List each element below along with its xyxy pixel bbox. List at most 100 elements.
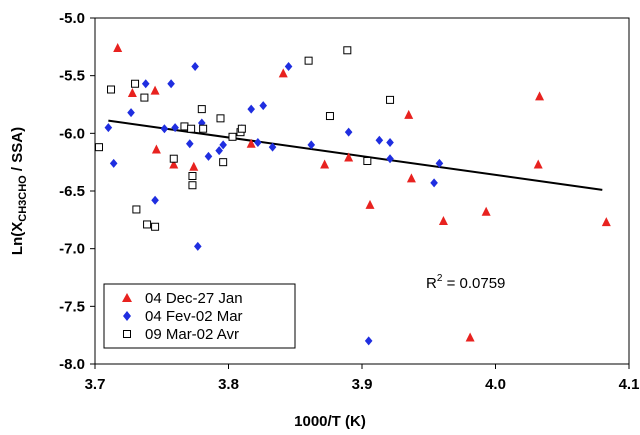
triangle-marker <box>406 173 416 183</box>
legend-label-2: 04 Fev-02 Mar <box>145 308 243 325</box>
r-squared-value: = 0.0759 <box>442 275 505 292</box>
y-axis: -5.0 -5.5 -6.0 -6.5 -7.0 -7.5 -8.0 <box>59 10 95 373</box>
triangle-marker <box>113 42 123 52</box>
square-marker <box>180 122 189 131</box>
triangle-marker <box>465 332 475 342</box>
x-tick-label: 3.7 <box>85 376 106 393</box>
r-squared-sup: 2 <box>437 273 443 284</box>
triangle-marker <box>438 215 448 225</box>
legend-box <box>103 283 296 349</box>
diamond-marker <box>215 146 223 156</box>
diamond-marker <box>435 158 444 168</box>
diamond-marker <box>160 124 169 134</box>
y-axis-label-suffix: / SSA) <box>9 127 26 175</box>
diamond-marker <box>191 61 199 71</box>
square-marker <box>151 222 160 231</box>
square-marker <box>132 205 141 214</box>
square-marker <box>131 79 140 88</box>
square-marker <box>363 157 372 166</box>
x-axis-label: 1000/T (K) <box>294 413 366 430</box>
legend-marker-triangle <box>122 293 132 302</box>
diamond-marker <box>151 195 159 205</box>
square-marker <box>228 132 237 141</box>
diamond-marker <box>375 135 384 145</box>
triangle-marker <box>344 152 354 162</box>
diamond-marker <box>104 123 113 133</box>
triangle-marker <box>365 199 375 209</box>
y-tick-label: -6.5 <box>59 183 85 200</box>
y-tick-label: -6.0 <box>59 125 85 142</box>
y-tick-label: -5.0 <box>59 10 85 27</box>
legend-marker-square <box>123 330 131 338</box>
square-marker <box>187 124 196 133</box>
triangle-marker <box>535 91 545 101</box>
triangle-marker <box>151 144 161 154</box>
square-marker <box>188 181 197 190</box>
triangle-marker <box>127 87 137 97</box>
diamond-marker <box>386 138 394 148</box>
diamond-marker <box>344 127 353 137</box>
square-marker <box>95 143 104 152</box>
square-marker <box>216 114 225 123</box>
y-axis-label-subscript: CH3CHO <box>17 175 29 222</box>
x-tick-label: 4.1 <box>619 376 640 393</box>
diamond-marker <box>171 123 179 133</box>
diamond-marker <box>307 140 316 150</box>
diamond-marker <box>430 178 438 188</box>
diamond-marker <box>268 142 277 152</box>
square-marker <box>343 46 352 55</box>
data-markers <box>95 42 611 346</box>
diamond-marker <box>141 79 150 89</box>
triangle-marker <box>150 85 160 95</box>
diamond-marker <box>364 336 373 346</box>
square-marker <box>188 172 197 181</box>
square-marker <box>325 112 334 121</box>
square-marker <box>386 95 395 104</box>
triangle-marker <box>246 138 256 148</box>
x-tick-label: 4.0 <box>485 376 506 393</box>
r-squared-base: R <box>426 275 437 292</box>
diamond-marker <box>185 139 194 149</box>
y-tick-label: -5.5 <box>59 68 85 85</box>
square-marker <box>169 154 178 163</box>
triangle-marker <box>278 68 288 78</box>
x-tick-label: 3.8 <box>218 376 239 393</box>
diamond-marker <box>198 118 206 128</box>
triangle-marker <box>601 217 611 227</box>
diamond-marker <box>109 158 118 168</box>
triangle-marker <box>189 161 199 171</box>
diamond-marker <box>204 151 213 161</box>
diamond-marker <box>386 154 394 164</box>
y-axis-label: Ln(XCH3CHO / SSA) <box>9 127 29 255</box>
triangle-marker <box>533 159 543 169</box>
legend-label-1: 04 Dec-27 Jan <box>145 290 243 307</box>
x-tick-label: 3.9 <box>352 376 373 393</box>
legend-marker-diamond <box>123 311 131 321</box>
square-marker <box>143 220 152 229</box>
triangle-marker <box>481 206 491 216</box>
y-tick-label: -7.0 <box>59 241 85 258</box>
square-marker <box>107 85 116 94</box>
triangle-marker <box>404 109 414 119</box>
diamond-marker <box>259 101 268 111</box>
y-tick-label: -7.5 <box>59 298 85 315</box>
legend: 04 Dec-27 Jan 04 Fev-02 Mar 09 Mar-02 Av… <box>103 283 296 349</box>
square-marker <box>199 124 208 133</box>
square-marker <box>304 56 313 65</box>
diamond-marker <box>219 140 227 150</box>
x-axis: 3.7 3.8 3.9 4.0 4.1 <box>85 364 640 393</box>
square-marker <box>197 105 206 114</box>
triangle-marker <box>169 159 179 169</box>
triangle-marker <box>320 159 330 169</box>
y-tick-label: -8.0 <box>59 356 85 373</box>
diamond-marker <box>167 79 175 89</box>
r-squared-annotation: R2 = 0.0759 <box>426 273 505 292</box>
y-axis-label-prefix: Ln(X <box>9 222 26 255</box>
legend-label-3: 09 Mar-02 Avr <box>145 326 239 343</box>
diamond-marker <box>193 241 202 251</box>
diamond-marker <box>247 104 255 114</box>
square-marker <box>140 93 149 102</box>
diamond-marker <box>284 61 293 71</box>
